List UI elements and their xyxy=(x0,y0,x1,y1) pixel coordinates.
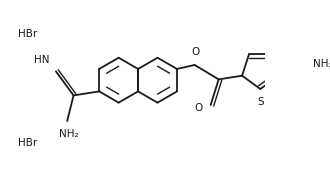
Text: O: O xyxy=(191,47,200,57)
Text: HBr: HBr xyxy=(17,29,37,39)
Text: NH₂: NH₂ xyxy=(313,59,330,69)
Text: NH₂: NH₂ xyxy=(59,129,79,139)
Text: O: O xyxy=(194,103,203,113)
Text: HN: HN xyxy=(34,55,49,65)
Text: HBr: HBr xyxy=(17,138,37,148)
Text: S: S xyxy=(257,97,264,107)
